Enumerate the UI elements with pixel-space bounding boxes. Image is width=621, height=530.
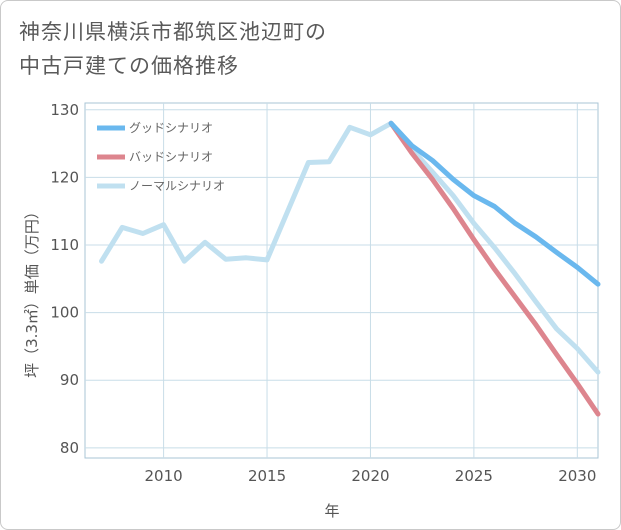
x-tick-label: 2020 <box>351 467 389 485</box>
y-tick-label: 80 <box>60 439 79 457</box>
y-tick-label: 100 <box>50 304 79 322</box>
chart-title-line2: 中古戸建ての価格推移 <box>19 54 239 78</box>
grid-lines <box>85 103 598 458</box>
series-line-normal <box>99 120 601 375</box>
legend-label: バッドシナリオ <box>129 150 213 164</box>
legend-label: グッドシナリオ <box>129 121 213 135</box>
y-tick-label: 110 <box>50 236 79 254</box>
x-tick-label: 2010 <box>145 467 183 485</box>
plot-area <box>84 102 599 459</box>
legend-label: ノーマルシナリオ <box>129 179 225 193</box>
x-tick-label: 2015 <box>248 467 286 485</box>
series-line-good <box>388 120 601 287</box>
chart-title: 神奈川県横浜市都筑区池辺町の 中古戸建ての価格推移 <box>19 15 559 83</box>
y-axis-label: 坪（3.3㎡）単価（万円） <box>23 204 41 378</box>
x-axis-ticks: 2010 2015 2020 2025 2030 <box>145 467 597 485</box>
x-axis-label: 年 <box>324 502 339 520</box>
y-tick-label: 90 <box>60 371 79 389</box>
y-tick-label: 130 <box>50 101 79 119</box>
chart-title-line1: 神奈川県横浜市都筑区池辺町の <box>19 20 327 44</box>
x-tick-label: 2025 <box>455 467 493 485</box>
y-axis-ticks: 80 90 100 110 120 130 <box>50 101 79 457</box>
y-tick-label: 120 <box>50 168 79 186</box>
x-tick-label: 2030 <box>558 467 596 485</box>
series-line-bad <box>388 120 601 417</box>
series-lines <box>99 120 601 417</box>
